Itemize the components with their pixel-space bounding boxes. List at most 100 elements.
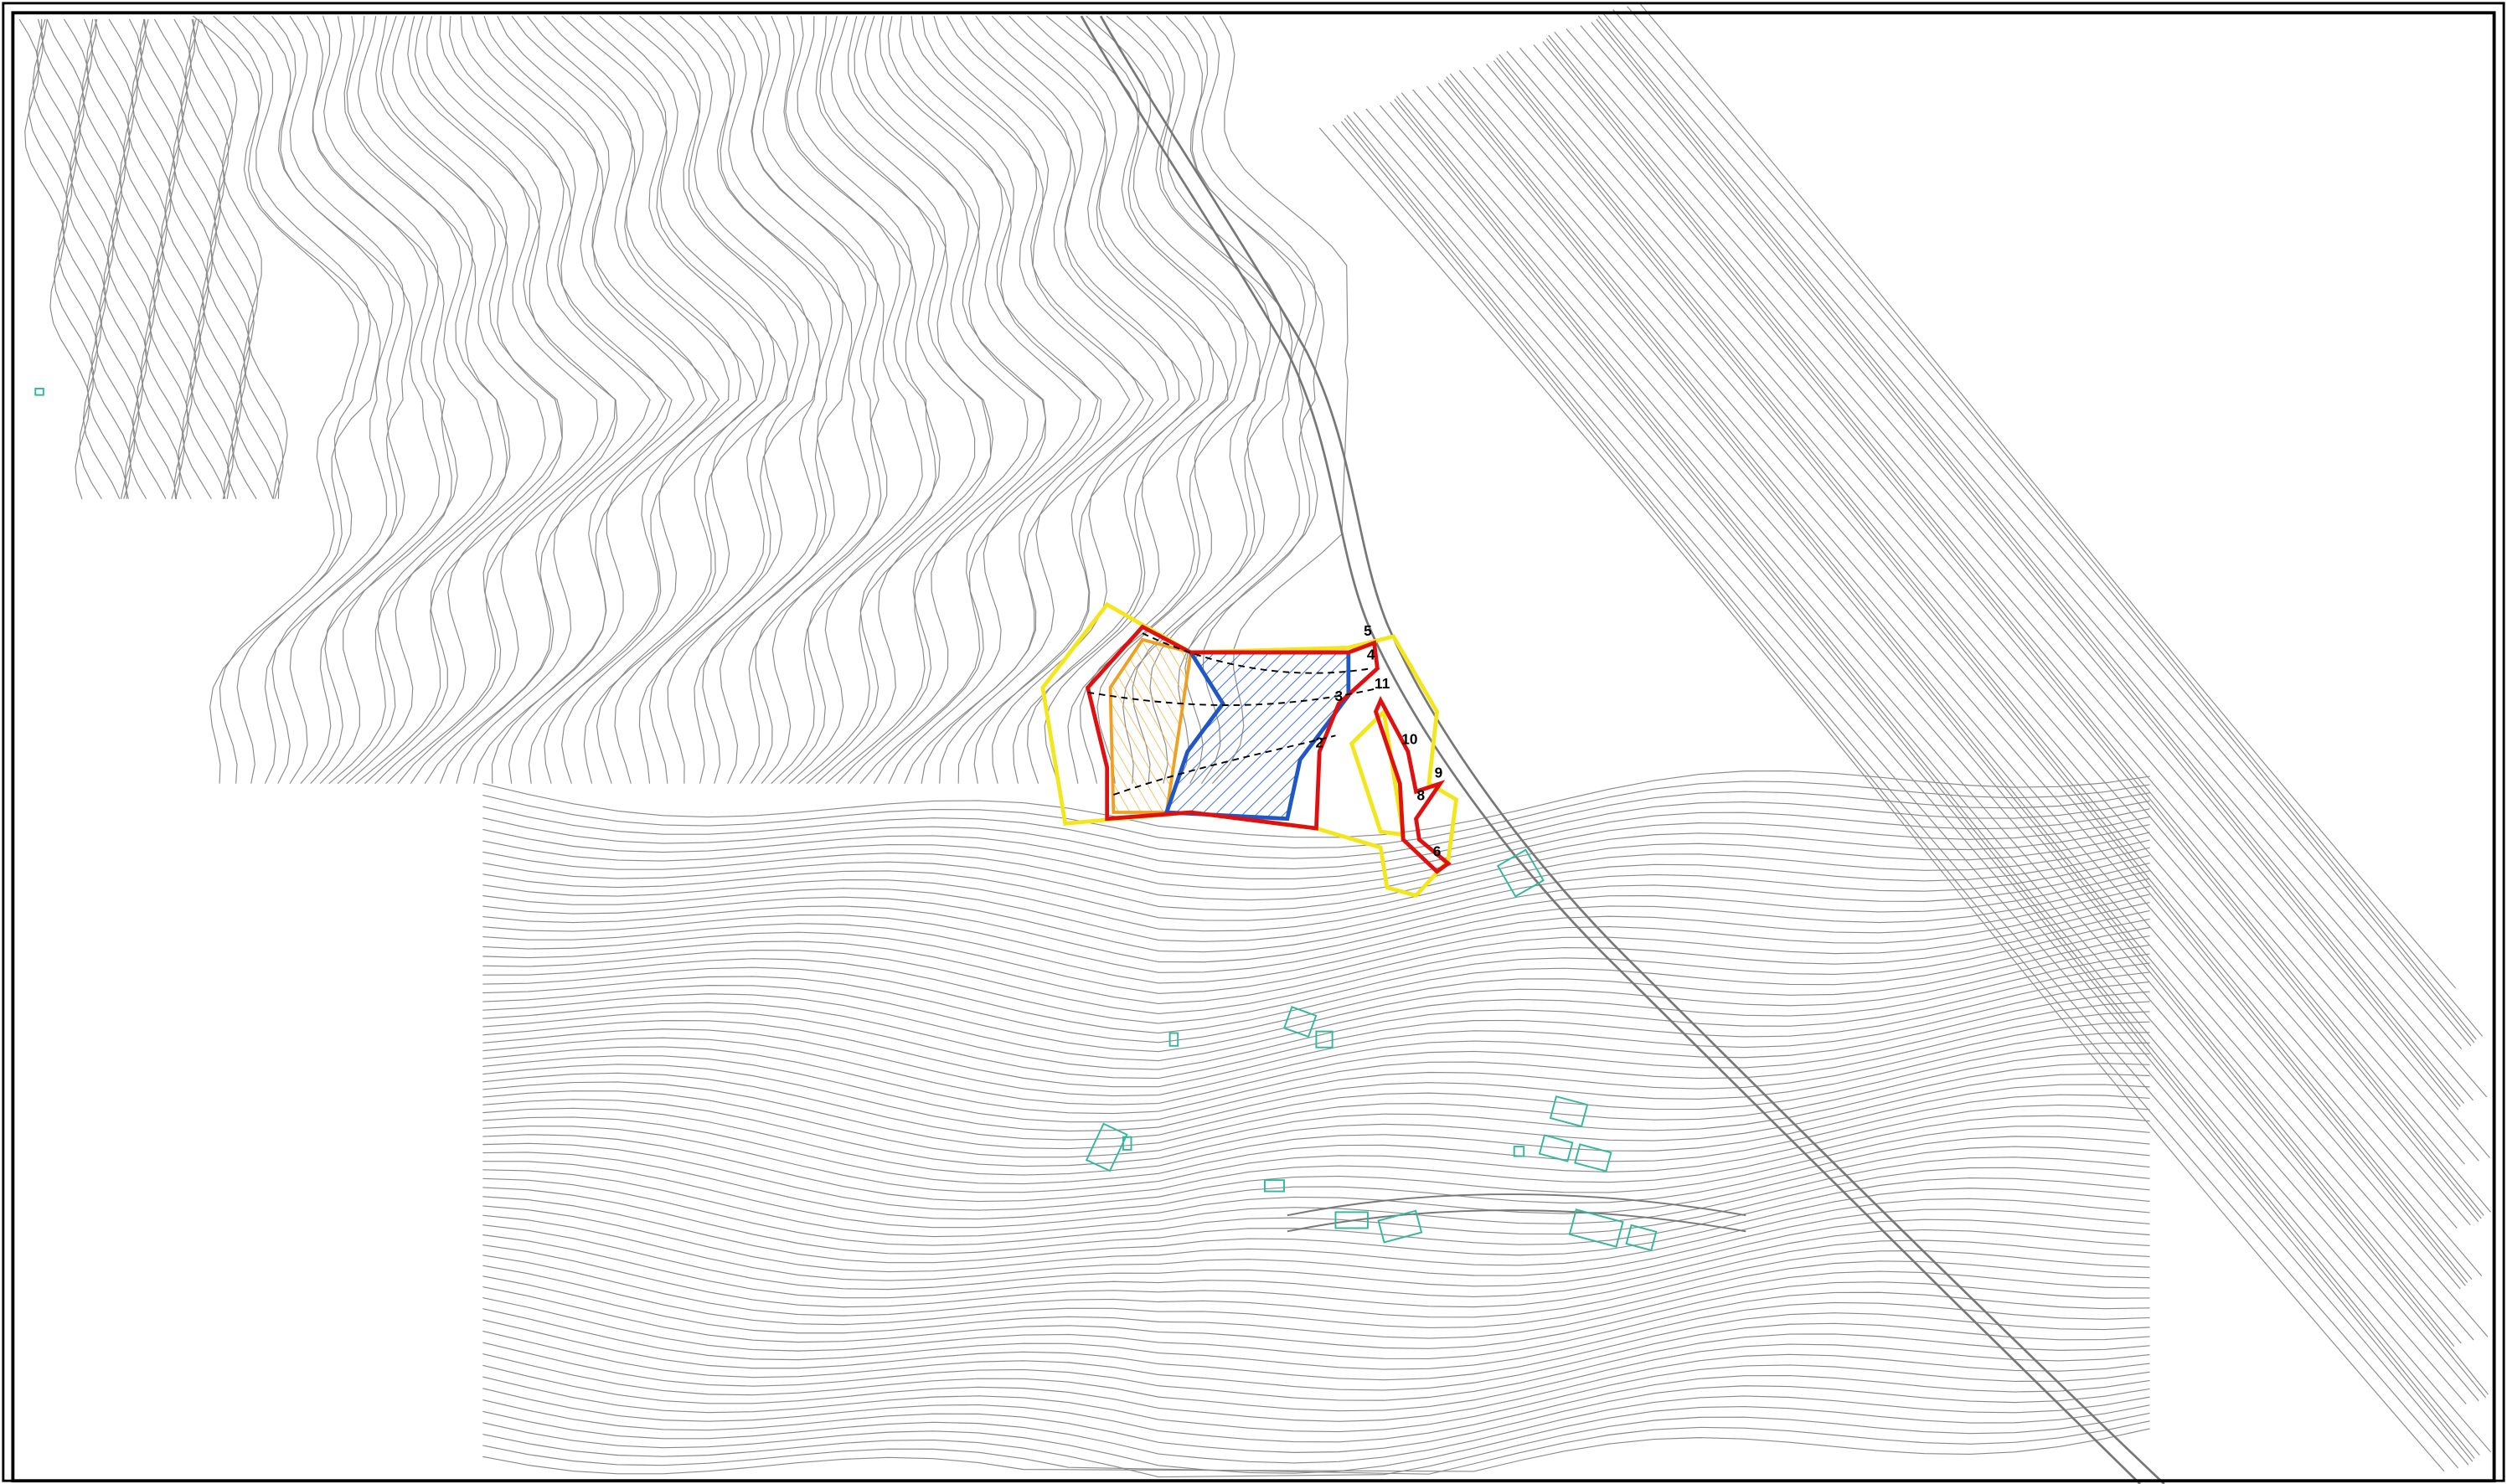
contour xyxy=(482,1291,2150,1360)
contour xyxy=(527,15,730,784)
contour xyxy=(1344,117,2473,1462)
contour xyxy=(410,15,616,784)
contour xyxy=(482,918,2150,1024)
contour xyxy=(806,15,976,785)
contour xyxy=(482,870,2150,963)
contour xyxy=(1545,38,2490,1158)
red-boundary xyxy=(1086,624,1380,831)
contour xyxy=(921,16,1131,784)
contour xyxy=(63,18,140,499)
contour xyxy=(482,1343,2150,1412)
contour xyxy=(1449,73,2468,1283)
contour xyxy=(1437,82,2489,1337)
contour xyxy=(1580,25,2473,1101)
contour xyxy=(482,878,2150,973)
contour xyxy=(180,18,257,500)
contour xyxy=(482,894,2150,994)
contour xyxy=(482,1239,2150,1308)
contour xyxy=(300,15,452,785)
contour xyxy=(482,901,2150,1004)
contour xyxy=(751,15,871,784)
contour xyxy=(482,839,2150,921)
contour xyxy=(482,935,2150,1043)
contour xyxy=(1627,6,2484,1037)
contour xyxy=(482,1094,2150,1185)
contour xyxy=(28,18,102,500)
contour xyxy=(354,16,563,785)
contour xyxy=(252,15,413,784)
contour xyxy=(482,1032,2150,1132)
contour xyxy=(1412,89,2462,1344)
contour xyxy=(483,15,695,784)
contour xyxy=(482,1011,2150,1115)
contour xyxy=(482,1177,2150,1255)
contour xyxy=(1318,127,2445,1472)
contour xyxy=(18,18,90,499)
contour xyxy=(482,1353,2150,1422)
contour xyxy=(847,15,1046,785)
contour xyxy=(482,1001,2150,1105)
contour xyxy=(482,791,2150,859)
parcel-label: 6 xyxy=(1433,842,1442,859)
contour xyxy=(482,909,2150,1014)
contour xyxy=(153,18,238,499)
contour xyxy=(482,1053,2150,1150)
contour xyxy=(1394,99,2487,1399)
contour xyxy=(482,1136,2150,1220)
contour xyxy=(1426,85,2474,1341)
contour xyxy=(788,16,941,785)
contour xyxy=(90,18,181,499)
contour xyxy=(1486,64,2458,1229)
contour xyxy=(337,16,493,785)
yellow-boundary-inner xyxy=(1349,707,1406,837)
contour xyxy=(82,18,167,500)
contour xyxy=(482,1364,2150,1433)
contour xyxy=(200,18,288,499)
contour xyxy=(1401,92,2455,1347)
contour xyxy=(482,781,2150,848)
contour xyxy=(289,15,405,784)
parcel-label: 4 xyxy=(1367,646,1375,662)
contour xyxy=(471,15,720,784)
contour xyxy=(873,15,1081,784)
contour xyxy=(1554,31,2461,1107)
contour xyxy=(1499,54,2482,1219)
contour xyxy=(397,15,599,785)
contour xyxy=(639,15,799,784)
contour xyxy=(991,15,1229,784)
contour xyxy=(482,1322,2150,1391)
parcel-label: 2 xyxy=(1315,734,1323,750)
contour xyxy=(482,1084,2150,1176)
contour xyxy=(1390,101,2479,1402)
contour xyxy=(424,16,673,784)
road xyxy=(1080,15,2165,1484)
contour xyxy=(77,18,147,500)
contour xyxy=(482,1042,2150,1141)
contour xyxy=(482,1021,2150,1123)
contour xyxy=(482,823,2150,901)
contour xyxy=(482,1063,2150,1158)
contour xyxy=(482,1281,2150,1349)
contour xyxy=(1380,105,2467,1404)
contour xyxy=(85,18,178,499)
contour xyxy=(32,18,121,499)
contour xyxy=(233,15,371,784)
orange-area xyxy=(1108,637,1193,814)
contour xyxy=(561,15,789,784)
contour xyxy=(271,15,394,784)
contour xyxy=(659,15,810,784)
contour xyxy=(482,862,2150,953)
parcel-label: 11 xyxy=(1375,675,1390,692)
contour xyxy=(482,1115,2150,1203)
contour xyxy=(946,15,1196,784)
contour xyxy=(1332,124,2459,1469)
contour xyxy=(544,15,742,784)
contour xyxy=(1493,60,2471,1226)
contour xyxy=(482,1104,2150,1193)
contour xyxy=(482,1395,2150,1464)
contour xyxy=(108,18,189,499)
parcel-label: 8 xyxy=(1416,787,1425,804)
contour xyxy=(482,1157,2150,1238)
